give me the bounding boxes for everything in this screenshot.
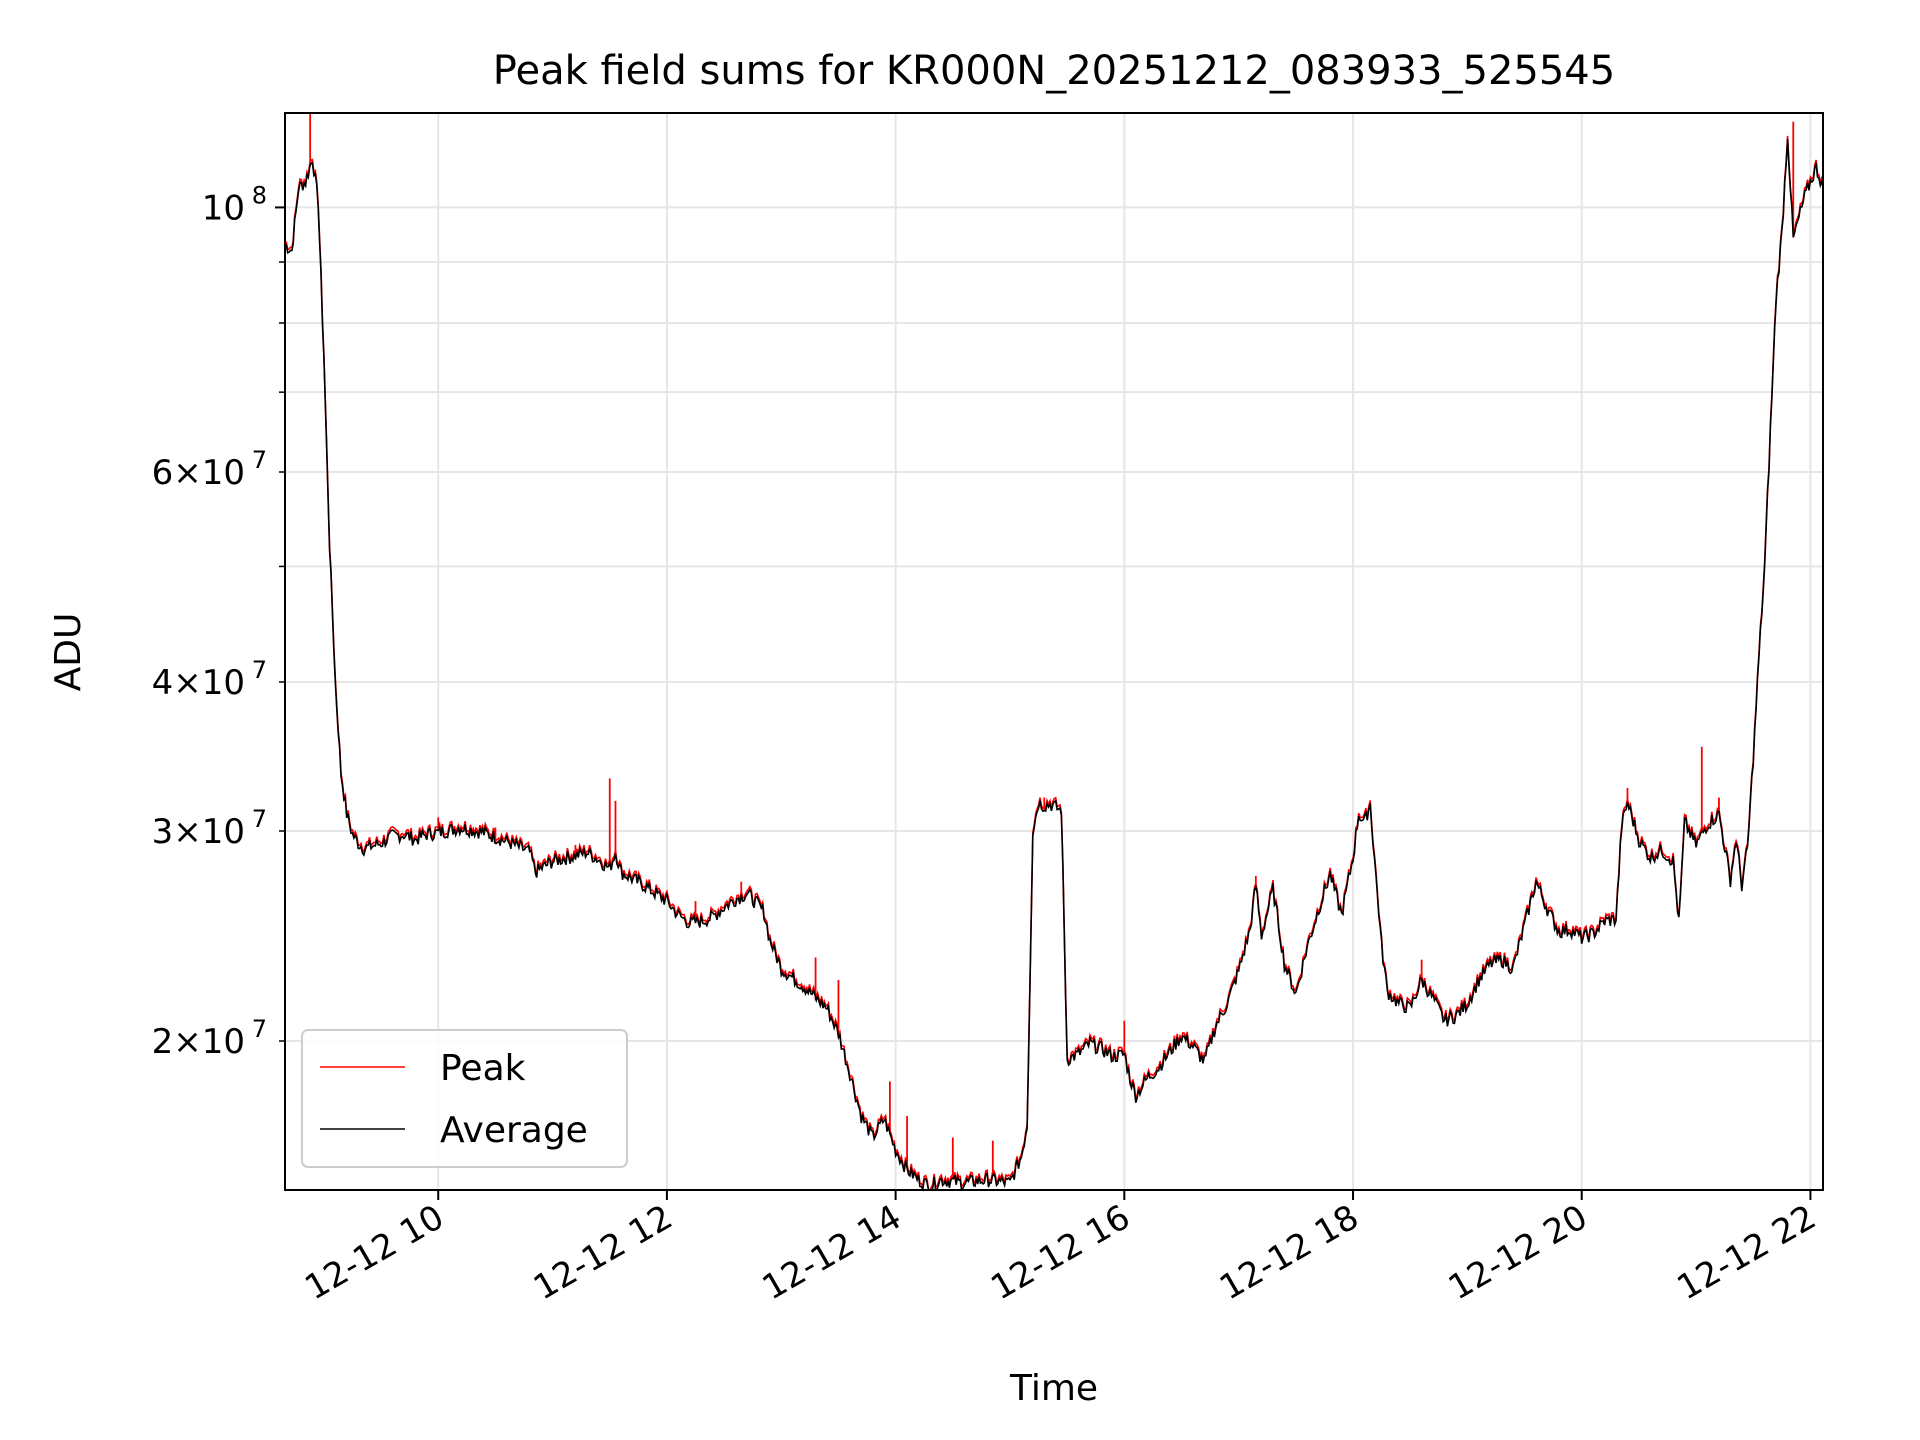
legend: Peak Average <box>301 1029 628 1168</box>
y-tick-label: 10 <box>202 188 245 228</box>
y-tick-label: 2×10 <box>152 1022 245 1062</box>
chart-title: Peak field sums for KR000N_20251212_0839… <box>493 48 1615 94</box>
y-tick-label: 6×10 <box>152 453 245 493</box>
y-tick-exponent: 8 <box>252 181 267 209</box>
average-line <box>284 138 1824 1192</box>
average-series <box>284 138 1824 1192</box>
y-tick-label: 3×10 <box>152 812 245 852</box>
y-tick-exponent: 7 <box>252 446 267 474</box>
plot-frame <box>284 112 1824 1191</box>
legend-average-label: Average <box>440 1110 588 1151</box>
legend-box <box>301 1029 628 1168</box>
legend-peak-label: Peak <box>440 1048 526 1089</box>
y-tick-exponent: 7 <box>252 805 267 833</box>
y-tick-exponent: 7 <box>252 656 267 684</box>
grid <box>285 113 1823 1190</box>
y-axis-label: ADU <box>48 613 89 692</box>
y-tick-label: 4×10 <box>152 663 245 703</box>
x-axis-label: Time <box>1009 1368 1098 1409</box>
y-tick-exponent: 7 <box>252 1015 267 1043</box>
